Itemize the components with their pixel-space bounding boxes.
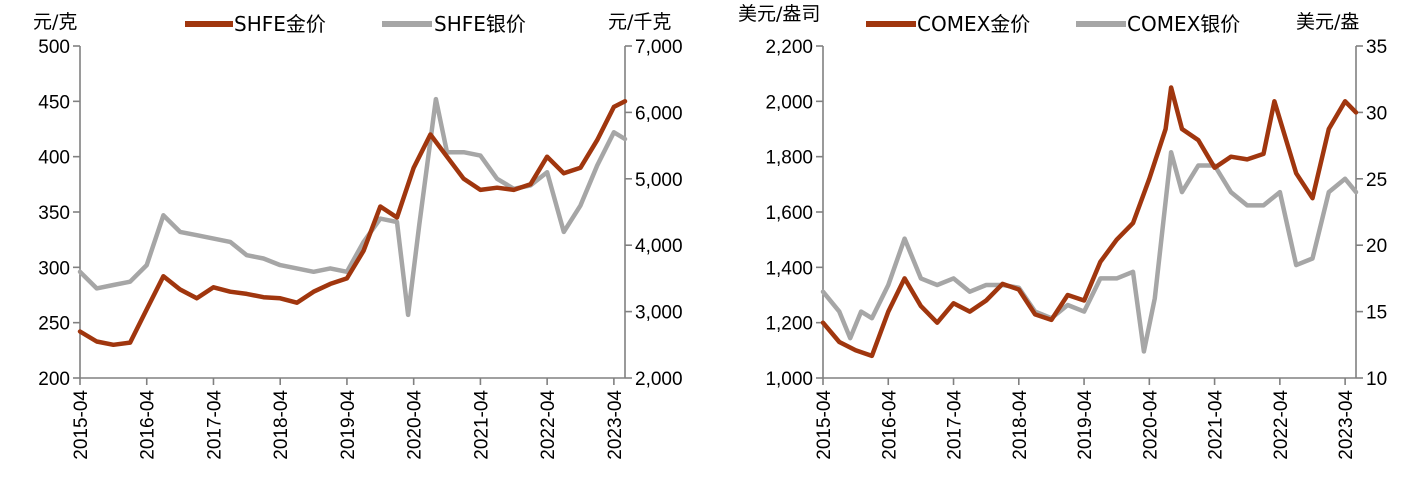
chart2-right-tick-label: 15 <box>1366 303 1387 324</box>
chart2-left-tick-label: 2,200 <box>765 37 813 58</box>
chart1-x-tick-label: 2018-04 <box>271 390 292 460</box>
chart1-right-tick-label: 5,000 <box>635 170 683 191</box>
chart2-legend-label-silver: COMEX银价 <box>1127 12 1240 36</box>
chart1-series-lines <box>77 96 628 348</box>
chart1-left-tick-label: 300 <box>38 258 70 279</box>
chart2-left-unit: 美元/盎司 <box>738 3 820 25</box>
chart2-x-tick-label: 2021-04 <box>1206 390 1227 460</box>
chart1-x-tick-label: 2020-04 <box>405 390 426 460</box>
chart2-left-tick-label: 1,600 <box>765 203 813 224</box>
chart2-left-tick-label: 1,800 <box>765 148 813 169</box>
chart1-x-tick-label: 2019-04 <box>338 390 359 460</box>
chart1-right-tick-label: 2,000 <box>635 369 683 390</box>
chart2-left-y-ticks: 1,000 1,200 1,400 1,600 1,800 2,000 2,200 <box>765 37 823 390</box>
chart1-left-tick-label: 200 <box>38 369 70 390</box>
chart2-right-tick-label: 30 <box>1366 103 1387 124</box>
comex-price-chart: 1,000 1,200 1,400 1,600 1,800 2,000 2,200 10 15… <box>738 3 1387 460</box>
chart2-x-tick-label: 2020-04 <box>1140 390 1161 460</box>
chart1-left-tick-label: 500 <box>38 37 70 58</box>
chart2-x-ticks: 2015-04 2016-04 2017-04 2018-04 2019-04 2020-… <box>814 378 1357 460</box>
chart1-left-tick-label: 450 <box>38 92 70 113</box>
chart2-legend-label-gold: COMEX金价 <box>917 12 1030 36</box>
chart2-x-tick-label: 2023-04 <box>1336 390 1357 460</box>
chart2-x-tick-label: 2019-04 <box>1075 390 1096 460</box>
chart1-right-unit: 元/千克 <box>608 11 671 33</box>
chart1-left-tick-label: 350 <box>38 203 70 224</box>
chart2-x-tick-label: 2016-04 <box>879 390 900 460</box>
chart1-x-tick-label: 2022-04 <box>538 390 559 460</box>
chart1-left-y-ticks: 200 250 300 350 400 450 500 <box>38 37 80 390</box>
chart1-x-tick-label: 2017-04 <box>204 390 225 460</box>
chart1-right-tick-label: 7,000 <box>635 37 683 58</box>
chart2-left-tick-label: 1,000 <box>765 369 813 390</box>
chart2-legend: COMEX金价 COMEX银价 <box>866 12 1240 36</box>
chart2-right-tick-label: 35 <box>1366 37 1387 58</box>
chart2-left-tick-label: 1,200 <box>765 314 813 335</box>
chart1-x-tick-label: 2021-04 <box>471 390 492 460</box>
chart2-series-line-gold <box>820 85 1359 359</box>
chart1-left-tick-label: 400 <box>38 148 70 169</box>
chart1-x-tick-label: 2015-04 <box>71 390 92 460</box>
chart1-right-y-ticks: 2,000 3,000 4,000 5,000 6,000 7,000 <box>625 37 683 390</box>
chart1-legend-label-gold: SHFE金价 <box>234 12 326 36</box>
chart2-right-tick-label: 20 <box>1366 236 1387 257</box>
shfe-price-chart: 200 250 300 350 400 450 500 2,000 3,000 4,000 5,0… <box>33 11 683 460</box>
chart1-series-line-silver <box>77 96 628 318</box>
chart1-x-ticks: 2015-04 2016-04 2017-04 2018-04 2019-04 2020-… <box>71 378 626 460</box>
chart2-x-tick-label: 2022-04 <box>1271 390 1292 460</box>
chart2-x-tick-label: 2015-04 <box>814 390 835 460</box>
chart1-legend: SHFE金价 SHFE银价 <box>185 12 526 36</box>
chart2-x-tick-label: 2017-04 <box>945 390 966 460</box>
chart2-right-y-ticks: 10 15 20 25 30 35 <box>1356 37 1387 390</box>
chart1-left-tick-label: 250 <box>38 314 70 335</box>
chart2-right-unit: 美元/盎 <box>1296 11 1359 33</box>
chart1-right-tick-label: 4,000 <box>635 236 683 257</box>
chart1-left-unit: 元/克 <box>33 11 77 33</box>
chart2-x-tick-label: 2018-04 <box>1010 390 1031 460</box>
chart1-x-tick-label: 2016-04 <box>138 390 159 460</box>
chart2-series-lines <box>820 85 1359 359</box>
chart1-series-line-gold <box>77 99 628 348</box>
chart1-x-tick-label: 2023-04 <box>605 390 626 460</box>
chart2-right-tick-label: 10 <box>1366 369 1387 390</box>
chart1-right-tick-label: 6,000 <box>635 103 683 124</box>
chart1-legend-label-silver: SHFE银价 <box>434 12 526 36</box>
chart1-right-tick-label: 3,000 <box>635 303 683 324</box>
chart2-left-tick-label: 2,000 <box>765 92 813 113</box>
chart2-left-tick-label: 1,400 <box>765 258 813 279</box>
chart2-series-line-silver <box>820 149 1359 354</box>
chart2-right-tick-label: 25 <box>1366 170 1387 191</box>
